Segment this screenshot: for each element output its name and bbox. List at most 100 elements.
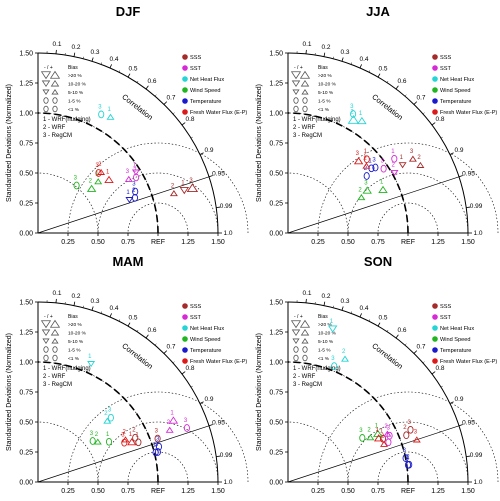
corr-tick	[466, 206, 471, 209]
data-point: 3	[402, 448, 409, 462]
x-tick-label: 1.25	[431, 239, 445, 246]
point-marker-triangle	[104, 175, 114, 184]
point-marker-triangle	[124, 175, 133, 182]
point-marker-triangle	[93, 438, 102, 445]
x-tick-label: 0.50	[91, 239, 105, 246]
corr-minor-tick	[127, 324, 130, 327]
model-legend-label: 1 - WRF(nudging)	[43, 117, 91, 123]
bias-symbol-neg	[41, 80, 51, 88]
corr-minor-tick	[82, 56, 84, 59]
reference-label: REF	[401, 488, 415, 495]
point-label: 3	[74, 176, 78, 182]
legend-label: Fresh Water Flux (E-P)	[440, 359, 497, 365]
point-label: 2	[417, 155, 421, 161]
data-point: 2	[366, 428, 375, 441]
corr-tick-label: 0.2	[321, 293, 330, 300]
corr-tick-label: 0.6	[397, 78, 406, 85]
point-marker-circle	[154, 448, 161, 456]
corr-minor-tick	[136, 80, 139, 83]
x-tick-label: 1.50	[461, 488, 475, 495]
reference-label: REF	[151, 239, 165, 246]
corr-minor-tick	[413, 351, 416, 354]
y-tick-label: 0.00	[19, 480, 33, 487]
corr-tick-label: 0.6	[397, 327, 406, 334]
bias-symbol-neg	[40, 320, 52, 329]
data-point: 2	[380, 434, 388, 447]
y-axis-label: Standardized Deviations (Normalized)	[256, 84, 263, 202]
point-label: 1	[376, 428, 380, 434]
y-tick-label: 0.75	[269, 141, 283, 148]
model-legend-label: 1 - WRF(nudging)	[293, 366, 341, 372]
point-label: 2	[132, 428, 136, 434]
data-point: 2	[165, 420, 174, 433]
point-label: 3	[189, 178, 193, 184]
point-label: 2	[350, 110, 354, 116]
corr-minor-tick	[82, 305, 84, 308]
corr-tick-label: 0.4	[359, 56, 368, 63]
y-tick-label: 1.50	[19, 300, 33, 307]
y-tick-label: 0.00	[269, 480, 283, 487]
data-point: 1	[106, 107, 115, 120]
bias-class-label: <1 %	[318, 356, 330, 362]
corr-tick-label: 0.9	[454, 396, 463, 403]
point-marker-triangle	[131, 169, 140, 176]
corr-minor-tick	[404, 343, 407, 346]
corr-minor-tick	[359, 66, 362, 69]
bias-symbol-pos	[49, 319, 61, 328]
bias-symbol-neg	[292, 338, 300, 345]
outer-arc	[37, 52, 219, 234]
point-marker-triangle	[362, 162, 371, 169]
legend-label: Fresh Water Flux (E-P)	[440, 110, 497, 116]
point-label: 1	[391, 149, 395, 155]
corr-tick-label: 0.8	[435, 365, 444, 372]
point-marker-circle	[403, 431, 410, 440]
data-point: 1	[168, 410, 179, 424]
bias-symbol-neg	[290, 71, 302, 80]
point-label: 1	[108, 107, 112, 113]
corr-minor-tick	[332, 305, 334, 308]
point-marker-circle	[331, 362, 338, 370]
bias-class-label: >20 %	[318, 73, 332, 79]
y-tick-label: 0.00	[269, 231, 283, 238]
point-marker-triangle	[169, 190, 178, 197]
data-point: 3	[107, 408, 114, 422]
bias-title: Bias	[68, 314, 78, 320]
taylor-panel-mam: MAM 0.1 0.2 0.3 0.4 0.5 0.6 0.7 0.8 0.9 0.95 0.99 1.…	[6, 254, 249, 495]
corr-tick-label: 0.3	[90, 298, 99, 305]
legend-label: Temperature	[190, 348, 221, 354]
data-point: 3	[98, 104, 105, 119]
corr-tick-label: 0.99	[470, 452, 483, 459]
bias-legend: - / + Bias >20 % 10-20 % 5-10 % 1-5 % <1 % 1 - …	[40, 314, 91, 388]
point-label: 3	[156, 437, 160, 443]
point-label: 2	[342, 349, 346, 355]
point-label: 2	[381, 434, 385, 440]
bias-class-label: <1 %	[68, 356, 80, 362]
bias-class-label: 5-10 %	[68, 90, 84, 96]
legend-swatch	[432, 76, 438, 82]
point-label: 3	[410, 149, 414, 155]
corr-minor-tick	[91, 59, 93, 62]
data-point: 3	[132, 182, 139, 196]
bias-title: Bias	[318, 65, 328, 71]
corr-tick-label: 0.7	[166, 343, 175, 350]
corr-tick-label: 0.1	[302, 290, 311, 297]
y-tick-label: 1.00	[269, 360, 283, 367]
data-point: 1	[125, 190, 134, 204]
point-label: 2	[104, 411, 108, 417]
data-point: 2	[131, 188, 139, 202]
bias-symbol-neg	[43, 105, 49, 113]
legend-swatch	[182, 98, 188, 104]
corr-tick-label: 0.4	[109, 56, 118, 63]
bias-symbol-neg	[291, 80, 301, 88]
corr-minor-tick	[154, 94, 157, 97]
point-label: 3	[126, 169, 130, 175]
y-tick-label: 0.75	[19, 141, 33, 148]
data-point: 3	[412, 430, 421, 443]
reference-arc	[287, 361, 409, 483]
point-marker-circle	[372, 163, 379, 172]
corr-tick	[216, 455, 221, 458]
point-label: 2	[403, 425, 407, 431]
bias-class-label: >20 %	[68, 73, 82, 79]
corr-tick-label: 0.6	[147, 78, 156, 85]
